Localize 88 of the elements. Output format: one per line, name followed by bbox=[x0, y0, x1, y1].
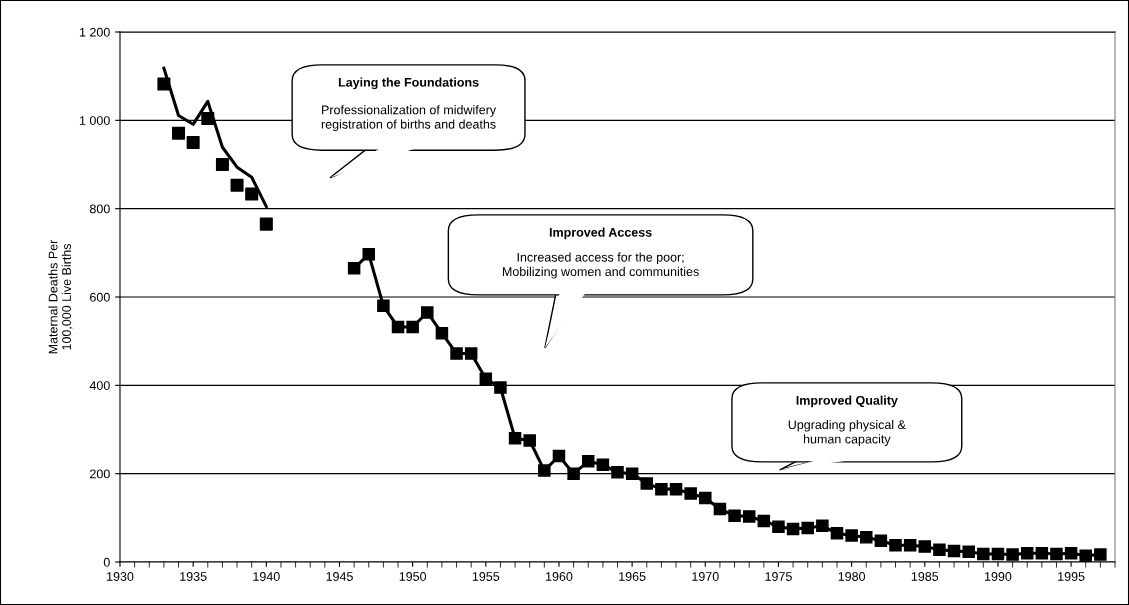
point bbox=[1094, 548, 1107, 561]
point bbox=[479, 372, 493, 385]
y-tick-label: 600 bbox=[90, 292, 110, 302]
point bbox=[391, 320, 405, 334]
point bbox=[581, 455, 595, 468]
point bbox=[640, 477, 654, 490]
point bbox=[406, 320, 419, 334]
point bbox=[245, 187, 259, 201]
point bbox=[1006, 548, 1019, 561]
point bbox=[450, 347, 463, 360]
point bbox=[157, 77, 171, 91]
point bbox=[801, 521, 814, 535]
x-tick-label: 1945 bbox=[326, 572, 353, 581]
point bbox=[523, 434, 536, 447]
x-tick-label: 1930 bbox=[107, 572, 134, 581]
point bbox=[859, 531, 873, 544]
x-tick-label: 1970 bbox=[692, 572, 719, 581]
annotation: Upgrading physical & human capacity bbox=[788, 419, 906, 446]
x-tick-label: 1935 bbox=[180, 572, 207, 581]
point bbox=[230, 178, 244, 192]
point bbox=[611, 466, 624, 479]
y-tick-label: 0 bbox=[103, 557, 110, 567]
point bbox=[742, 510, 756, 523]
point bbox=[625, 467, 639, 480]
point bbox=[186, 135, 200, 149]
x-tick-label: 1965 bbox=[619, 572, 646, 581]
point bbox=[757, 514, 771, 528]
point bbox=[421, 306, 434, 319]
x-tick-label: 1995 bbox=[1058, 572, 1085, 581]
point bbox=[435, 326, 449, 340]
x-tick-label: 1940 bbox=[253, 572, 280, 581]
point bbox=[947, 544, 961, 558]
point bbox=[669, 482, 683, 496]
point bbox=[1064, 546, 1078, 560]
point bbox=[215, 157, 229, 172]
x-tick-label: 1955 bbox=[472, 572, 500, 581]
annotation: Improved Quality bbox=[796, 395, 898, 408]
point bbox=[772, 520, 785, 533]
point bbox=[494, 381, 507, 394]
point bbox=[172, 126, 186, 140]
point bbox=[962, 545, 975, 559]
point bbox=[362, 247, 376, 261]
point bbox=[596, 458, 610, 472]
point bbox=[991, 547, 1005, 561]
point bbox=[728, 509, 741, 522]
y-tick-label: 200 bbox=[90, 469, 110, 479]
point bbox=[845, 529, 858, 542]
point bbox=[464, 347, 478, 360]
y-tick-label: 1 000 bbox=[79, 116, 110, 125]
point bbox=[1079, 549, 1092, 562]
point bbox=[977, 547, 990, 561]
point bbox=[786, 522, 800, 536]
point bbox=[903, 538, 917, 552]
point bbox=[874, 534, 888, 548]
point bbox=[508, 432, 522, 445]
point bbox=[684, 487, 697, 500]
x-tick-label: 1975 bbox=[765, 572, 792, 581]
point bbox=[655, 482, 668, 496]
y-tick-label: 400 bbox=[89, 381, 110, 390]
point bbox=[713, 502, 727, 516]
annotation: Professionalization of midwifery registration of births and deaths bbox=[321, 105, 497, 132]
point bbox=[1050, 547, 1063, 561]
x-tick-label: 1960 bbox=[546, 572, 573, 581]
point bbox=[830, 527, 844, 540]
point bbox=[347, 262, 361, 275]
x-tick-label: 1980 bbox=[838, 572, 866, 581]
annotation: Increased access for the poor; Mobilizing women and communities bbox=[502, 252, 699, 279]
x-tick-label: 1990 bbox=[984, 572, 1012, 581]
point bbox=[1035, 546, 1049, 560]
point bbox=[699, 491, 712, 505]
point bbox=[933, 543, 946, 556]
annotation: Improved Access bbox=[549, 227, 652, 240]
point bbox=[1020, 546, 1034, 560]
x-tick-label: 1985 bbox=[911, 572, 939, 581]
annotation: Laying the Foundations bbox=[338, 77, 479, 90]
y-axis-title: Maternal Deaths Per 100,000 Live Births bbox=[48, 239, 73, 354]
point bbox=[538, 464, 551, 477]
point bbox=[552, 449, 566, 463]
point bbox=[259, 217, 273, 231]
x-tick-label: 1950 bbox=[399, 572, 427, 581]
point bbox=[567, 467, 580, 480]
y-tick-label: 800 bbox=[89, 204, 110, 214]
point bbox=[377, 299, 390, 313]
y-tick-label: 1 200 bbox=[79, 27, 110, 37]
point bbox=[918, 540, 932, 553]
point bbox=[889, 538, 902, 552]
point bbox=[201, 112, 215, 126]
point bbox=[816, 519, 829, 533]
